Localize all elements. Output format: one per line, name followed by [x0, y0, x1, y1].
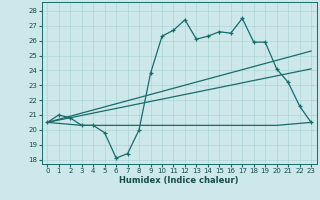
X-axis label: Humidex (Indice chaleur): Humidex (Indice chaleur) [119, 176, 239, 185]
